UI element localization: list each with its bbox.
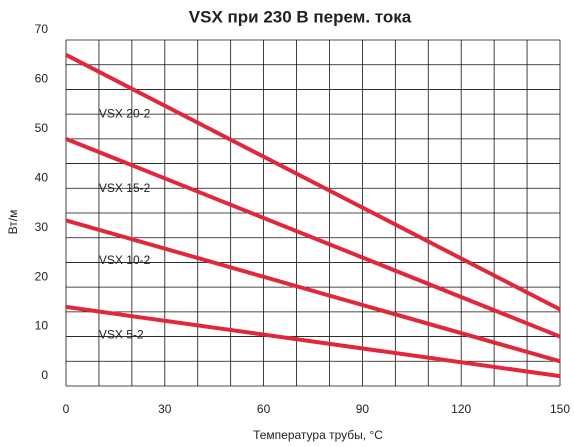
series-label: VSX 20-2 <box>99 107 151 121</box>
data-line <box>65 304 561 379</box>
y-tick-label: 0 <box>41 368 48 382</box>
x-tick-label: 90 <box>356 402 370 416</box>
data-line <box>65 137 561 339</box>
x-tick-label: 0 <box>63 402 70 416</box>
series-label: VSX 10-2 <box>99 253 151 267</box>
data-line <box>65 53 561 312</box>
y-tick-label: 20 <box>35 269 49 283</box>
series-label: VSX 15-2 <box>99 181 151 195</box>
y-tick-label: 60 <box>35 72 49 86</box>
x-tick-label: 120 <box>451 402 471 416</box>
series-label: VSX 5-2 <box>99 328 144 342</box>
y-tick-label: 40 <box>35 170 49 184</box>
y-tick-label: 10 <box>35 319 49 333</box>
y-tick-label: 70 <box>35 22 49 36</box>
x-tick-label: 60 <box>257 402 271 416</box>
x-tick-label: 150 <box>550 402 570 416</box>
y-axis-label: Вт/м <box>6 210 20 235</box>
y-tick-label: 50 <box>35 121 49 135</box>
x-tick-label: 30 <box>158 402 172 416</box>
chart-title: VSX при 230 В перем. тока <box>189 7 412 26</box>
y-tick-label: 30 <box>35 220 49 234</box>
x-axis-label: Температура трубы, °C <box>253 428 383 442</box>
data-line <box>65 218 561 364</box>
